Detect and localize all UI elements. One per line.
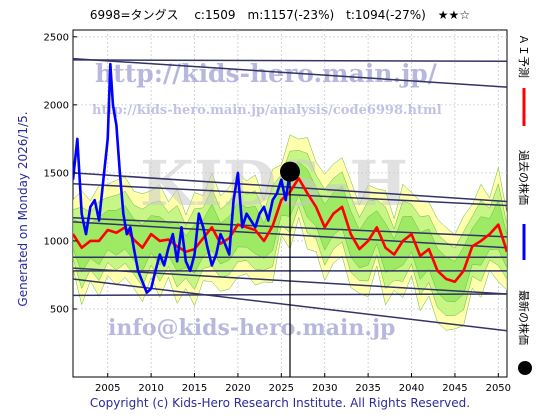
x-tick-label: 2005 xyxy=(95,383,120,394)
legend-latest-swatch xyxy=(518,361,532,375)
trend-line xyxy=(73,57,507,88)
legend-latest-label: 最新の株価 xyxy=(517,290,530,345)
x-tick-label: 2040 xyxy=(399,383,424,394)
y-tick-label: 1000 xyxy=(44,236,69,247)
x-tick-label: 2045 xyxy=(442,383,467,394)
y-tick-label: 2000 xyxy=(44,100,69,111)
y-tick-label: 2500 xyxy=(44,32,69,43)
x-tick-label: 2025 xyxy=(269,383,294,394)
past-price-line xyxy=(73,62,292,294)
x-tick-label: 2010 xyxy=(138,383,163,394)
trend-line xyxy=(73,59,507,63)
legend-forecast-label: ＡＩ予測 xyxy=(517,34,530,78)
forecast-band xyxy=(73,161,507,303)
y-tick-label: 1500 xyxy=(44,168,69,179)
chart-title: 6998=タングス c:1509 m:1157(-23%) t:1094(-27… xyxy=(89,8,471,22)
x-tick-label: 2020 xyxy=(225,383,250,394)
x-tick-label: 2050 xyxy=(486,383,511,394)
watermark-big: KIDS-H xyxy=(140,147,408,220)
x-tick-label: 2035 xyxy=(355,383,380,394)
watermarks: KIDS-H http://kids-hero.main.jp/ http://… xyxy=(92,59,442,341)
legend-past-label: 過去の株価 xyxy=(517,150,530,205)
watermark-url-analysis: http://kids-hero.main.jp/analysis/code69… xyxy=(92,103,442,118)
axis-ticks: 2005 2010 2015 2020 2025 2030 2035 2040 2045 2050… xyxy=(44,32,511,394)
y-tick-label: 500 xyxy=(50,304,69,315)
x-tick-label: 2030 xyxy=(312,383,337,394)
copyright-footer: Copyright (c) Kids-Hero Research Institu… xyxy=(89,396,471,410)
watermark-email: info@kids-hero.main.jp xyxy=(108,315,395,341)
latest-price-marker xyxy=(280,161,300,182)
x-tick-label: 2015 xyxy=(182,383,207,394)
